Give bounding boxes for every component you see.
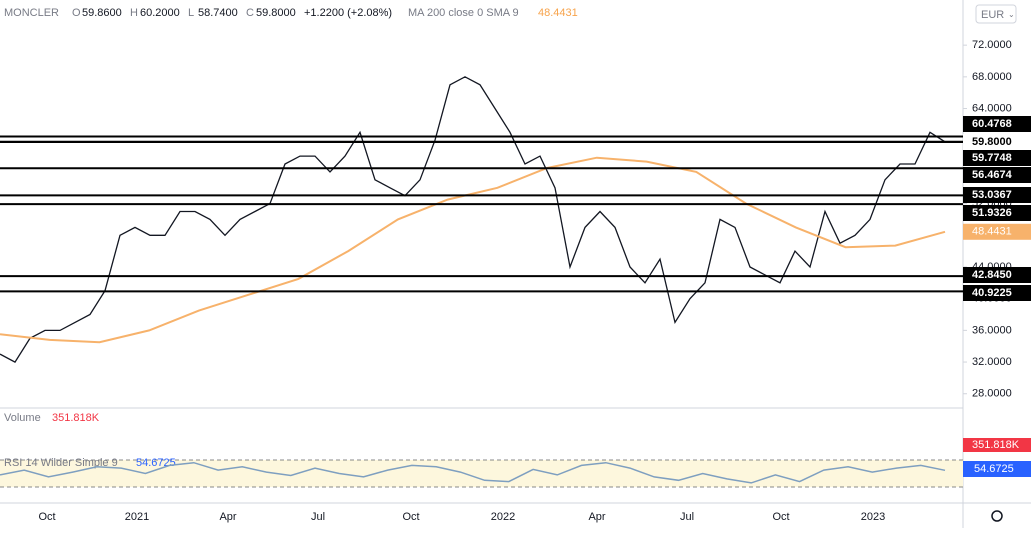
header-text: O [72, 7, 81, 19]
volume-label: Volume [4, 412, 41, 424]
header-text: C [246, 7, 254, 19]
currency-caret: ⌄ [1008, 10, 1015, 19]
x-tick-label: Oct [772, 511, 789, 523]
x-tick-label: 2022 [491, 511, 515, 523]
y-tick-label: 64.0000 [972, 102, 1012, 114]
header-text: 48.4431 [538, 7, 578, 19]
level-tag-text: 59.7748 [972, 152, 1012, 164]
level-tag-text: 42.8450 [972, 269, 1012, 281]
level-tag [963, 116, 1031, 132]
level-tag-text: 53.0367 [972, 189, 1012, 201]
x-tick-label: Apr [588, 511, 605, 523]
x-tick-label: Apr [219, 511, 236, 523]
header-text: H [130, 7, 138, 19]
y-tick-label: 68.0000 [972, 71, 1012, 83]
header: MONCLER O 59.8600 H 60.2000 L 58.7400 C 59.8000 +… [4, 7, 578, 19]
level-tag [963, 167, 1031, 183]
ma-tag-text: 48.4431 [972, 226, 1012, 238]
header-text: 59.8600 [82, 7, 122, 19]
level-tag-text: 59.8000 [972, 136, 1012, 148]
y-tick-label: 28.0000 [972, 388, 1012, 400]
header-text: +1.2200 (+2.08%) [304, 7, 392, 19]
x-tick-label: Oct [38, 511, 55, 523]
rsi-band [0, 460, 963, 487]
x-tick-label: Jul [311, 511, 325, 523]
settings-icon[interactable] [991, 510, 1003, 522]
level-tag [963, 187, 1031, 203]
header-text: MA 200 close 0 SMA 9 [408, 7, 519, 19]
header-text: 58.7400 [198, 7, 238, 19]
rsi-tag-text: 54.6725 [974, 463, 1014, 475]
level-tag [963, 205, 1031, 221]
price-line [0, 76, 946, 363]
header-text: MONCLER [4, 7, 59, 19]
x-tick-label: Jul [680, 511, 694, 523]
y-tick-label: 72.0000 [972, 39, 1012, 51]
x-tick-label: 2021 [125, 511, 149, 523]
y-tick-label: 36.0000 [972, 324, 1012, 336]
level-tag-text: 56.4674 [972, 169, 1013, 181]
ma-line [0, 156, 946, 344]
volume-value: 351.818K [52, 412, 100, 424]
level-tag-text: 51.9326 [972, 207, 1012, 219]
header-text: 60.2000 [140, 7, 180, 19]
rsi-tag [963, 461, 1031, 477]
x-tick-label: 2023 [861, 511, 885, 523]
level-tag [963, 150, 1031, 166]
header-text: L [188, 7, 194, 19]
x-tick-label: Oct [402, 511, 419, 523]
level-tag-text: 60.4768 [972, 118, 1012, 130]
rsi-label: RSI 14 Wilder Simple 9 [4, 457, 118, 469]
currency[interactable]: EUR [981, 9, 1004, 21]
currency-button[interactable] [975, 4, 1017, 24]
level-tag [963, 285, 1031, 301]
header-text: 59.8000 [256, 7, 296, 19]
level-tag-text: 40.9225 [972, 287, 1012, 299]
ma-tag [963, 223, 1031, 240]
level-tag [963, 134, 1031, 150]
rsi-line [0, 461, 946, 484]
volume-tag [963, 438, 1031, 452]
y-tick-label: 32.0000 [972, 356, 1012, 368]
rsi-value: 54.6725 [136, 457, 176, 469]
level-tag [963, 267, 1031, 283]
volume-tag-text: 351.818K [972, 439, 1020, 451]
